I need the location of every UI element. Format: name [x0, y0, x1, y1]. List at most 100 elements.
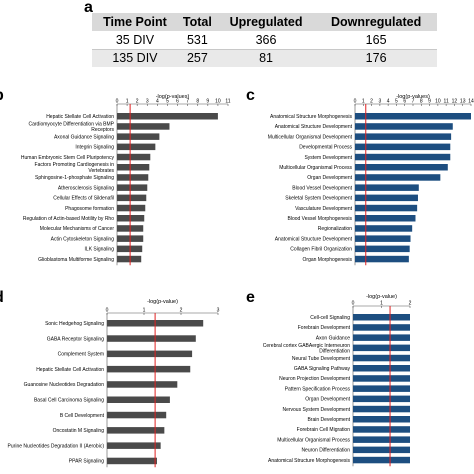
- bar: [353, 395, 410, 403]
- category-label: Glioblastoma Multiforme Signaling: [38, 257, 114, 263]
- table-cell: 366: [216, 31, 316, 50]
- x-tick-label: 2: [370, 99, 373, 105]
- bar: [355, 143, 451, 151]
- category-label: Neural Tube Development: [292, 356, 351, 362]
- x-tick-label: 8: [420, 99, 423, 105]
- category-label: Human Embryonic Stem Cell Pluripotency: [21, 155, 115, 161]
- category-label: Vertebrates: [88, 168, 114, 174]
- bar: [107, 381, 178, 388]
- category-label: Differentiation: [319, 348, 350, 354]
- category-label: Hepatic Stellate Cell Activation: [46, 114, 114, 120]
- bar: [117, 164, 150, 171]
- bar: [353, 344, 410, 352]
- category-label: Vasculature Development: [295, 206, 352, 212]
- bar: [355, 225, 413, 232]
- table-cell: 35 DIV: [92, 31, 178, 50]
- table-header-row: Time Point Total Upregulated Downregulat…: [92, 13, 437, 31]
- x-tick-label: 13: [460, 99, 466, 105]
- category-label: Phagosome formation: [65, 206, 114, 212]
- bar: [107, 365, 191, 373]
- bar: [117, 143, 156, 151]
- x-tick-label: 12: [452, 99, 458, 105]
- x-tick-label: 7: [186, 99, 189, 105]
- header-upregulated: Upregulated: [216, 13, 316, 31]
- bar: [353, 365, 410, 372]
- table-row: 135 DIV 257 81 176: [92, 49, 437, 67]
- x-tick-label: 1: [380, 301, 383, 307]
- bar: [117, 255, 142, 263]
- header-time-point: Time Point: [92, 13, 178, 31]
- bar: [117, 153, 151, 161]
- category-label: Factors Promoting Cardiogenesis in: [35, 162, 115, 168]
- table-cell: 531: [177, 31, 217, 50]
- panel-label-a: a: [84, 0, 93, 16]
- bar: [355, 113, 471, 120]
- x-tick-label: 2: [409, 301, 412, 307]
- bar: [353, 416, 410, 423]
- header-downregulated: Downregulated: [315, 13, 437, 31]
- bar: [355, 235, 411, 242]
- bar: [117, 174, 149, 181]
- table-cell: 176: [315, 49, 437, 67]
- category-label: Pattern Specification Process: [285, 386, 351, 392]
- category-label: Neuron Projection Development: [279, 376, 350, 382]
- category-label: Multicellular Organismal Development: [268, 134, 353, 140]
- bar: [353, 405, 410, 413]
- chart-c-enrichment-bar-chart: -log(p-values)0 1 2 3 4 5 6 7 8 9 10 11 12 13 14Anatom…: [268, 94, 474, 266]
- x-axis-title: -log(p-values): [396, 94, 430, 100]
- bar: [353, 456, 410, 464]
- bar: [355, 133, 452, 140]
- bar: [355, 153, 451, 161]
- category-label: Molecular Mechanisms of Cancer: [40, 226, 115, 232]
- bar: [355, 215, 416, 222]
- bar: [117, 245, 143, 253]
- x-tick-label: 6: [176, 99, 179, 105]
- x-tick-label: 11: [225, 99, 230, 105]
- bar: [355, 255, 409, 263]
- panel-label-e: e: [246, 289, 255, 306]
- bar: [117, 194, 147, 202]
- category-label: Organ Morphogenesis: [303, 257, 353, 263]
- bar: [107, 411, 167, 419]
- x-tick-label: 1: [143, 308, 146, 314]
- category-label: Organ Development: [305, 397, 350, 403]
- bar: [117, 133, 160, 140]
- category-label: Sphingosine-1-phosphate Signaling: [35, 175, 114, 181]
- bar: [117, 123, 170, 130]
- table-row: 35 DIV 531 366 165: [92, 31, 437, 50]
- category-label: Receptors: [91, 127, 114, 133]
- x-tick-label: 5: [166, 99, 169, 105]
- bar: [107, 427, 165, 434]
- bar: [353, 375, 410, 382]
- category-label: Nervous System Development: [282, 407, 350, 413]
- bar: [355, 245, 410, 253]
- bar: [353, 436, 410, 443]
- category-label: Anatomical Structure Development: [275, 236, 353, 242]
- x-tick-label: 10: [435, 99, 441, 105]
- category-label: Brain Development: [307, 417, 350, 423]
- bar: [355, 123, 453, 130]
- x-tick-label: 9: [206, 99, 209, 105]
- category-label: Forebrain Development: [298, 325, 351, 331]
- category-label: B Cell Development: [60, 413, 105, 419]
- category-label: Neuron Differentiation: [301, 448, 350, 454]
- x-tick-label: 4: [387, 99, 390, 105]
- bar: [353, 385, 410, 392]
- x-tick-label: 11: [444, 99, 449, 105]
- x-axis-title: -log(p-value): [147, 299, 178, 305]
- summary-table: Time Point Total Upregulated Downregulat…: [92, 13, 437, 67]
- x-tick-label: 0: [106, 308, 109, 314]
- bar: [353, 334, 410, 341]
- x-tick-label: 3: [146, 99, 149, 105]
- panel-label-d: d: [0, 290, 4, 306]
- x-tick-label: 0: [352, 301, 355, 307]
- bar: [107, 396, 170, 403]
- bar: [355, 194, 418, 202]
- category-label: Anatomical Structure Development: [275, 124, 353, 130]
- bar: [353, 426, 410, 433]
- category-label: Skeletal System Development: [285, 196, 352, 202]
- table-cell: 81: [216, 49, 316, 67]
- category-label: Blood Vessel Morphogenesis: [288, 216, 353, 222]
- chart-e-enrichment-bar-chart: -log(p-value) 0 1 2 Cell-cell Signaling Foreb…: [263, 294, 412, 467]
- chart-b-enrichment-bar-chart: -log(p-values) 0 1 2 3 4 5 6 7 8 9 10 11 Hepatic Stel…: [21, 94, 231, 266]
